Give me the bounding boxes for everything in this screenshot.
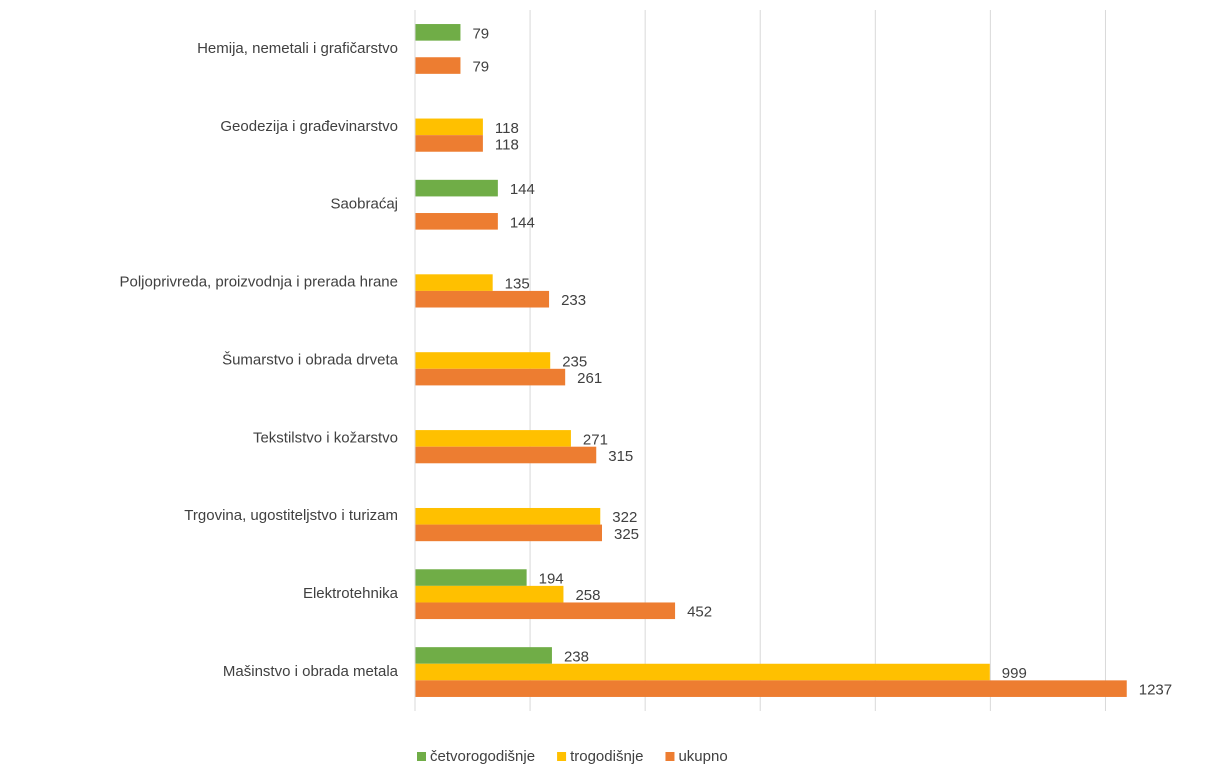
data-label: 322: [612, 509, 637, 526]
legend-label: ukupno: [678, 748, 727, 765]
data-label: 144: [510, 181, 535, 198]
bar: [415, 290, 550, 308]
data-label: 452: [687, 604, 712, 621]
bar: [415, 524, 602, 542]
bar: [415, 647, 552, 664]
data-label: 79: [472, 59, 489, 76]
data-label: 235: [562, 353, 587, 370]
data-label: 258: [575, 587, 600, 604]
bar: [415, 585, 564, 603]
bar: [415, 118, 483, 136]
legend-label: trogodišnje: [570, 748, 643, 765]
bar: [415, 602, 676, 620]
bar: [415, 135, 483, 152]
category-label: Poljoprivreda, proizvodnja i prerada hra…: [120, 274, 399, 291]
category-label: Elektrotehnika: [303, 585, 399, 602]
data-label: 999: [1002, 665, 1027, 682]
data-label: 233: [561, 292, 586, 309]
data-label: 118: [495, 120, 519, 137]
bar: [415, 352, 551, 369]
data-label: 135: [505, 276, 530, 293]
data-label: 261: [577, 370, 602, 387]
bar: [415, 507, 601, 525]
bar: [415, 446, 597, 464]
data-label: 79: [472, 25, 489, 42]
data-label: 118: [495, 136, 519, 153]
bar: [415, 57, 461, 74]
legend-label: četvorogodišnje: [430, 748, 535, 765]
bar: [415, 663, 990, 681]
bar: [415, 368, 566, 386]
data-label: 144: [510, 214, 535, 231]
category-label: Mašinstvo i obrada metala: [223, 663, 399, 680]
bar: [415, 569, 527, 586]
bar: [415, 430, 571, 447]
category-label: Saobraćaj: [330, 196, 398, 213]
category-label: Tekstilstvo i kožarstvo: [253, 429, 398, 446]
category-label: Hemija, nemetali i grafičarstvo: [197, 40, 398, 57]
category-label: Šumarstvo i obrada drveta: [222, 351, 399, 368]
data-label: 271: [583, 431, 608, 448]
bar: [415, 179, 498, 197]
data-label: 325: [614, 526, 639, 543]
data-label: 238: [564, 648, 589, 665]
legend-swatch: [665, 752, 675, 761]
bar: [415, 213, 498, 230]
category-label: Geodezija i građevinarstvo: [220, 118, 398, 135]
data-label: 1237: [1139, 682, 1172, 699]
legend-swatch: [557, 752, 567, 761]
category-label: Trgovina, ugostiteljstvo i turizam: [184, 507, 398, 524]
data-label: 315: [608, 448, 633, 465]
bar: [415, 274, 493, 291]
bar: [415, 680, 1127, 697]
bar: [415, 24, 461, 41]
data-label: 194: [539, 571, 564, 588]
legend-swatch: [417, 752, 426, 761]
